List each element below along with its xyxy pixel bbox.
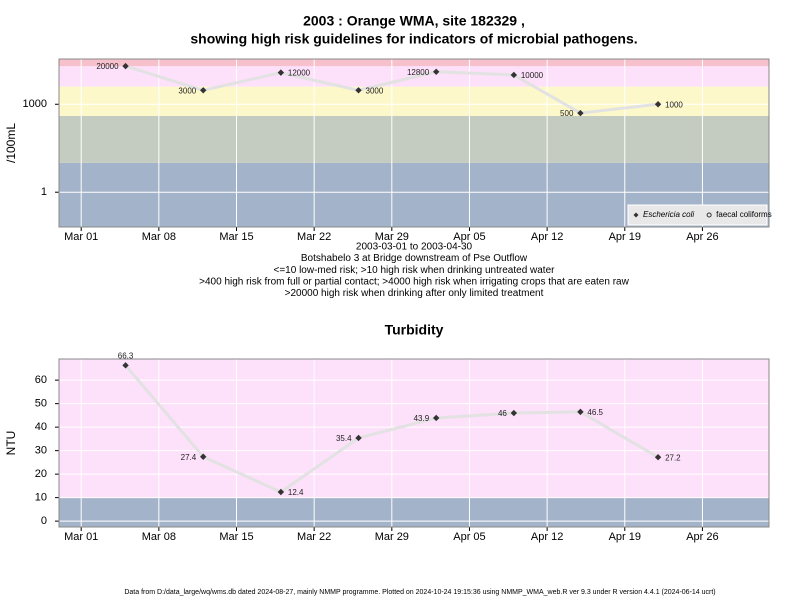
y-tick-label: 1 (41, 186, 47, 198)
x-tick-label: Mar 15 (219, 231, 253, 243)
data-point (654, 454, 662, 461)
x-tick-label: Apr 05 (453, 231, 485, 243)
legend: Eschericia coli faecal coliforms (627, 204, 772, 226)
x-tick-label: Mar 22 (297, 531, 331, 543)
data-point (122, 62, 129, 70)
y-tick-label: 10 (35, 492, 47, 504)
legend-label: faecal coliforms (716, 210, 772, 219)
risk-band (59, 86, 769, 116)
x-tick-label: Mar 08 (142, 531, 176, 543)
x-tick-label: Apr 26 (686, 231, 718, 243)
data-point (432, 414, 440, 422)
note: >400 high risk from full or partial cont… (199, 276, 629, 287)
series-line (125, 64, 659, 115)
data-point (577, 109, 584, 117)
note: 2003-03-01 to 2003-04-30 (356, 242, 473, 253)
data-point (510, 409, 518, 417)
footer: Data from D:/data_large/wq/wms.db dated … (124, 589, 715, 596)
data-label: 3000 (366, 86, 384, 95)
plot-frame (58, 58, 770, 228)
data-point (654, 101, 662, 108)
series-line (124, 364, 659, 494)
y-axis-label: NTU (4, 431, 18, 456)
x-tick-label: Mar 22 (297, 231, 331, 243)
y-tick-label: 30 (35, 445, 47, 457)
data-point (355, 87, 362, 94)
data-label: 12.4 (288, 488, 304, 497)
chart-title: Turbidity (385, 322, 444, 338)
legend-box (627, 204, 768, 226)
data-label: 66.3 (118, 351, 134, 360)
data-label: 27.4 (181, 453, 197, 462)
data-label: 1000 (665, 100, 683, 109)
note: Botshabelo 3 at Bridge downstream of Pse… (301, 253, 528, 264)
x-tick-label: Mar 15 (219, 531, 253, 543)
y-tick-label: 20 (35, 468, 47, 480)
risk-band (59, 115, 769, 163)
data-point (355, 434, 362, 442)
data-label: 3000 (178, 86, 196, 95)
y-tick-label: 50 (35, 398, 47, 410)
data-label: 20000 (96, 62, 119, 71)
data-label: 46.5 (587, 408, 603, 417)
note: <=10 low-med risk; >10 high risk when dr… (274, 265, 556, 276)
y-tick-label: 0 (41, 515, 47, 527)
x-tick-label: Apr 19 (609, 531, 641, 543)
data-point (277, 488, 285, 496)
x-tick-label: Apr 12 (531, 531, 563, 543)
data-point (432, 68, 440, 76)
x-tick-label: Apr 05 (453, 531, 485, 543)
y-tick-label: 1000 (23, 98, 47, 110)
plot-frame (58, 358, 770, 528)
x-tick-label: Apr 26 (686, 531, 718, 543)
data-label: 12000 (288, 69, 311, 78)
x-tick-label: Mar 01 (64, 531, 98, 543)
x-tick-label: Mar 08 (142, 231, 176, 243)
x-tick-label: Mar 29 (375, 231, 409, 243)
data-label: 500 (560, 109, 574, 118)
data-label: 46 (498, 409, 507, 418)
risk-band (59, 59, 769, 67)
y-axis-label: /100mL (4, 123, 18, 163)
x-tick-label: Mar 01 (64, 231, 98, 243)
legend-marker (633, 212, 639, 218)
y-tick-label: 40 (35, 421, 47, 433)
x-tick-label: Mar 29 (375, 531, 409, 543)
legend-marker (706, 212, 712, 218)
data-point (200, 87, 207, 94)
data-point (510, 71, 518, 79)
x-tick-label: Apr 19 (609, 231, 641, 243)
data-label: 10000 (521, 71, 544, 80)
data-point (277, 69, 285, 76)
y-tick-label: 60 (35, 374, 47, 386)
chart-title: 2003 : Orange WMA, site 182329 , (303, 13, 525, 29)
data-label: 43.9 (414, 414, 430, 423)
legend-label: Eschericia coli (643, 210, 694, 219)
data-label: 12800 (407, 68, 430, 77)
x-tick-label: Apr 12 (531, 231, 563, 243)
data-label: 35.4 (336, 434, 352, 443)
data-point (122, 362, 129, 369)
data-point (200, 453, 207, 460)
chart-title: showing high risk guidelines for indicat… (190, 31, 637, 47)
note: >20000 high risk when drinking after onl… (285, 288, 544, 299)
data-point (577, 408, 584, 416)
data-label: 27.2 (665, 453, 681, 462)
risk-band (59, 497, 769, 527)
